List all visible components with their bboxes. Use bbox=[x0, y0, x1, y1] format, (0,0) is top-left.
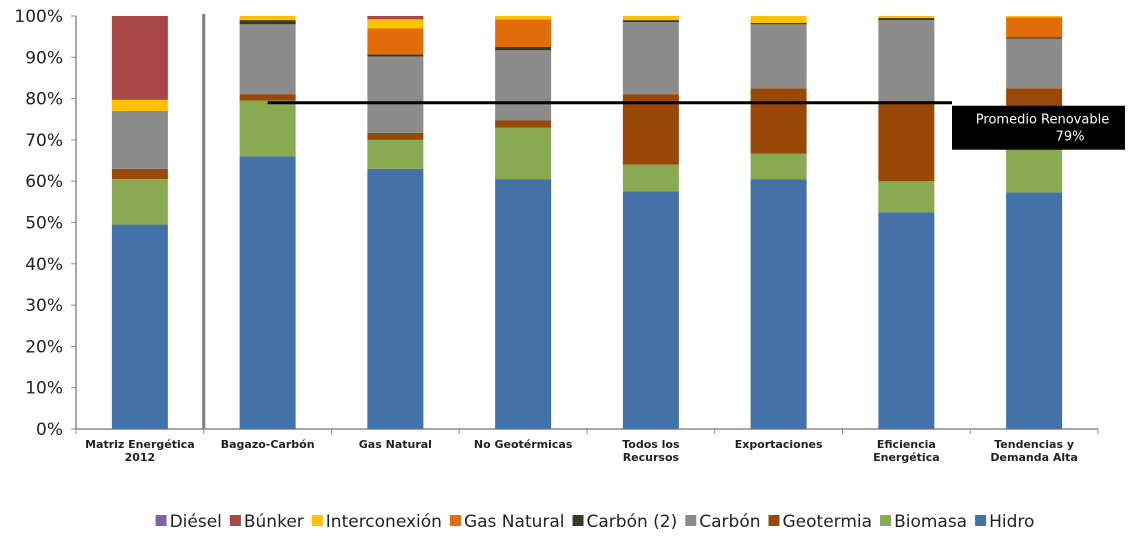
category-label: Eficiencia bbox=[877, 438, 936, 451]
bar-segment-interconexi-n bbox=[111, 99, 168, 111]
bar-segment-carb-n bbox=[111, 110, 168, 169]
bar-segment-hidro bbox=[750, 179, 807, 429]
y-tick-label: 80% bbox=[25, 90, 63, 110]
legend-label: Diésel bbox=[170, 512, 222, 532]
y-tick-label: 100% bbox=[14, 7, 63, 27]
bar-segment-biomasa bbox=[239, 100, 296, 157]
category-label: Todos los bbox=[622, 438, 680, 451]
legend-swatch bbox=[229, 515, 241, 526]
legend-label: Interconexión bbox=[326, 512, 442, 532]
bar-segment-carb-n bbox=[367, 56, 424, 133]
category-label: Bagazo-Carbón bbox=[221, 438, 315, 451]
category-label: Matriz Energética bbox=[85, 438, 195, 451]
legend-swatch bbox=[155, 515, 167, 526]
bar-segment-carb-n bbox=[750, 24, 807, 89]
bar-segment-carb-n bbox=[1006, 38, 1063, 89]
bar-segment-geotermia bbox=[111, 168, 168, 180]
y-tick-label: 90% bbox=[25, 48, 63, 68]
legend-swatch bbox=[685, 515, 697, 526]
legend-swatch bbox=[572, 515, 584, 526]
legend-swatch bbox=[768, 515, 780, 526]
category-label: Energética bbox=[873, 451, 940, 464]
reference-callout-value: 79% bbox=[1056, 130, 1085, 145]
bar-segment-geotermia bbox=[878, 100, 935, 182]
bar-segment-carb-n-2- bbox=[239, 20, 296, 25]
bar-segment-carb-n bbox=[622, 22, 679, 95]
bar-segment-gas-natural bbox=[1006, 17, 1063, 38]
y-tick-label: 40% bbox=[25, 255, 63, 275]
bar-segment-biomasa bbox=[111, 179, 168, 225]
legend-label: Hidro bbox=[989, 512, 1034, 532]
category-label: Tendencias y bbox=[994, 438, 1074, 451]
category-label: Demanda Alta bbox=[990, 451, 1077, 464]
bar-segment-b-nker bbox=[111, 16, 168, 100]
bar-segment-biomasa bbox=[622, 164, 679, 192]
reference-callout-label: Promedio Renovable bbox=[976, 113, 1109, 128]
bar-segment-hidro bbox=[239, 156, 296, 430]
bar-segment-carb-n-2- bbox=[1006, 37, 1063, 39]
bar-segment-hidro bbox=[1006, 192, 1063, 429]
bar-segment-interconexi-n bbox=[878, 16, 935, 19]
bar-segment-biomasa bbox=[367, 139, 424, 169]
bar-segment-biomasa bbox=[750, 153, 807, 180]
legend-label: Gas Natural bbox=[464, 512, 565, 532]
y-tick-label: 50% bbox=[25, 214, 63, 234]
bar-segment-carb-n-2- bbox=[367, 54, 424, 57]
bar-segment-geotermia bbox=[622, 94, 679, 165]
y-tick-label: 10% bbox=[25, 379, 63, 399]
bar-segment-geotermia bbox=[495, 120, 552, 128]
y-tick-label: 70% bbox=[25, 131, 63, 151]
y-tick-label: 0% bbox=[36, 420, 63, 440]
category-label: No Geotérmicas bbox=[474, 438, 573, 451]
category-label: 2012 bbox=[125, 451, 156, 464]
bar-segment-carb-n-2- bbox=[495, 46, 552, 51]
bar-segment-hidro bbox=[878, 212, 935, 429]
bar-segment-hidro bbox=[622, 191, 679, 429]
bar-segment-carb-n bbox=[495, 50, 552, 121]
bar-segment-interconexi-n bbox=[750, 16, 807, 24]
bar-segment-gas-natural bbox=[367, 28, 424, 55]
bar-segment-carb-n bbox=[239, 24, 296, 95]
category-label: Gas Natural bbox=[359, 438, 432, 451]
legend-label: Carbón (2) bbox=[587, 512, 678, 532]
bar-segment-biomasa bbox=[878, 181, 935, 213]
y-tick-label: 60% bbox=[25, 172, 63, 192]
bar-segment-hidro bbox=[367, 168, 424, 429]
bar-segment-geotermia bbox=[367, 132, 424, 140]
reference-callout-box bbox=[952, 105, 1125, 150]
bar-segment-biomasa bbox=[1006, 146, 1063, 193]
legend-label: Biomasa bbox=[894, 512, 967, 532]
legend-swatch bbox=[311, 515, 323, 526]
legend-swatch bbox=[449, 515, 461, 526]
legend-swatch bbox=[975, 515, 987, 526]
bar-segment-geotermia bbox=[750, 88, 807, 154]
legend-swatch bbox=[880, 515, 892, 526]
y-tick-label: 20% bbox=[25, 337, 63, 357]
legend-label: Carbón bbox=[699, 512, 760, 532]
bar-segment-geotermia bbox=[239, 94, 296, 101]
bar-segment-gas-natural bbox=[495, 19, 552, 47]
category-label: Recursos bbox=[623, 451, 680, 464]
legend-label: Búnker bbox=[244, 512, 304, 532]
bar-segment-interconexi-n bbox=[239, 16, 296, 21]
bar-segment-carb-n bbox=[878, 20, 935, 101]
bar-segment-hidro bbox=[495, 179, 552, 429]
bar-segment-biomasa bbox=[495, 127, 552, 180]
bar-segment-interconexi-n bbox=[495, 16, 552, 20]
y-tick-label: 30% bbox=[25, 296, 63, 316]
bar-segment-carb-n-2- bbox=[622, 20, 679, 23]
bar-segment-carb-n-2- bbox=[878, 18, 935, 21]
category-label: Exportaciones bbox=[735, 438, 823, 451]
legend-label: Geotermia bbox=[783, 512, 873, 532]
bar-segment-carb-n-2- bbox=[750, 23, 807, 25]
bar-segment-b-nker bbox=[367, 16, 424, 20]
bar-segment-hidro bbox=[111, 224, 168, 429]
bar-segment-interconexi-n bbox=[1006, 16, 1063, 18]
bar-segment-interconexi-n bbox=[622, 16, 679, 21]
bar-segment-interconexi-n bbox=[367, 19, 424, 29]
